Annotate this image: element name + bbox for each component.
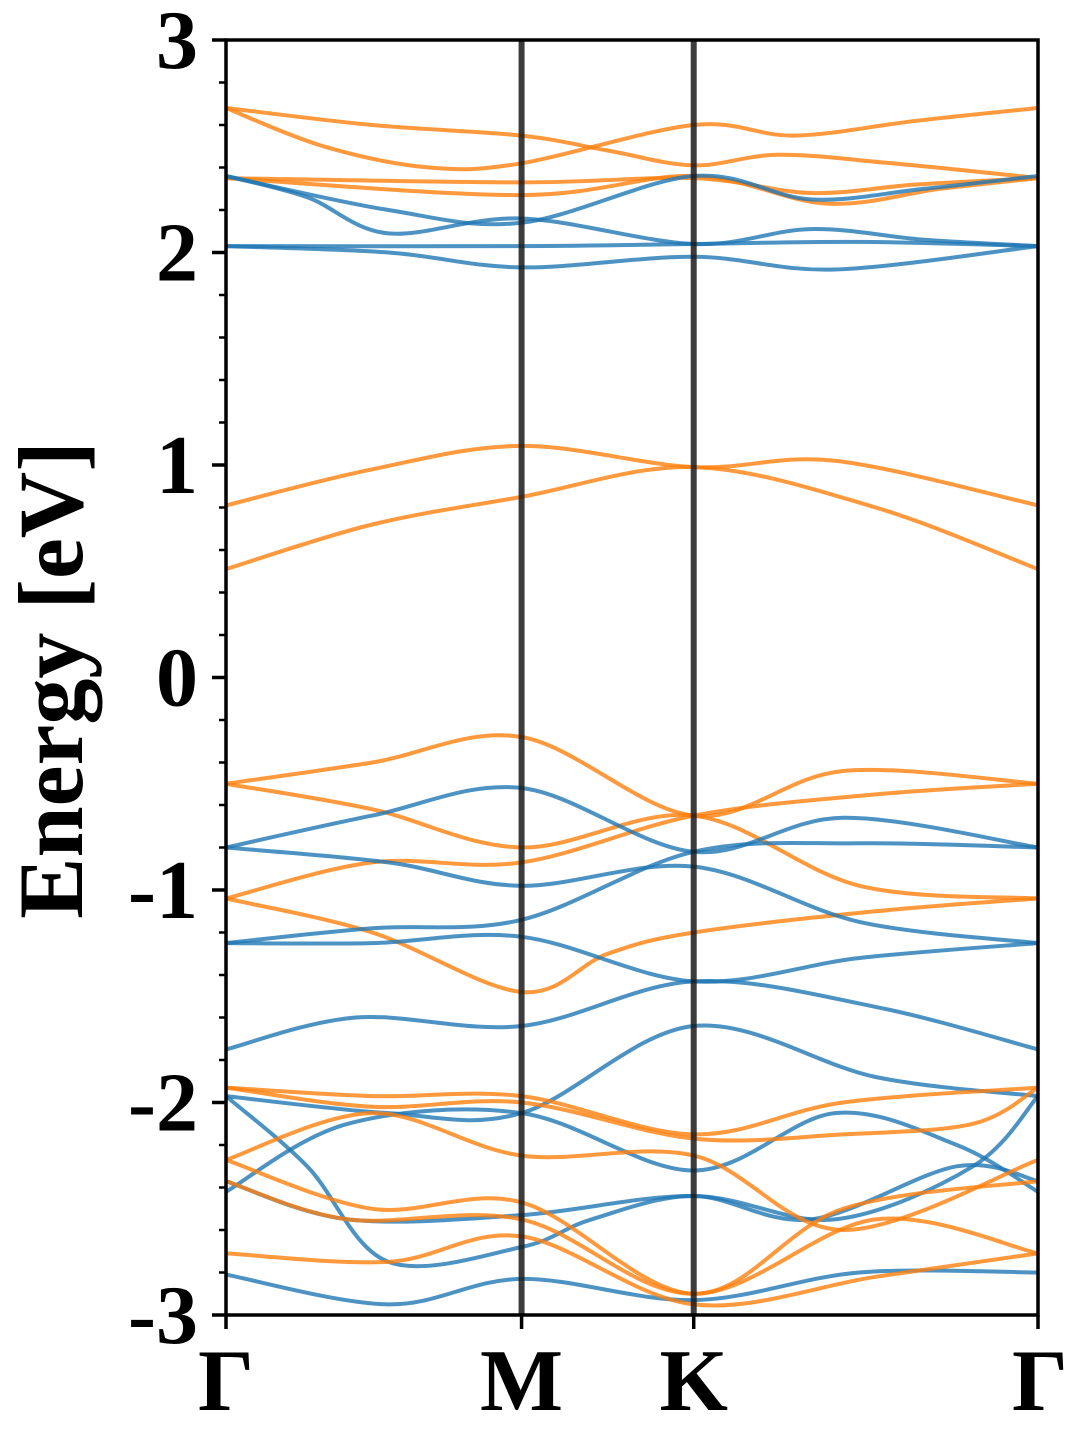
band-line xyxy=(226,173,1038,227)
y-tick-label: 1 xyxy=(156,419,198,512)
band-line xyxy=(226,1157,1038,1296)
band-line xyxy=(226,106,1038,172)
band-line xyxy=(226,1268,1038,1307)
band-line xyxy=(226,1085,1038,1143)
band-line xyxy=(226,1179,1038,1296)
kpoint-label: K xyxy=(659,1333,727,1430)
band-line xyxy=(226,781,1038,901)
y-tick-label: 0 xyxy=(156,632,198,725)
kpoint-label: M xyxy=(480,1333,563,1430)
band-line xyxy=(226,979,1038,1052)
band-line xyxy=(226,239,1038,249)
band-line xyxy=(226,840,1038,946)
band-line xyxy=(226,465,1038,572)
band-line xyxy=(226,781,1038,901)
y-tick-label: 3 xyxy=(156,0,198,87)
y-tick-label: -3 xyxy=(128,1269,198,1362)
band-line xyxy=(226,244,1038,272)
band-lines xyxy=(226,106,1038,1308)
band-line xyxy=(226,1233,1038,1308)
y-tick-label: 2 xyxy=(156,207,198,300)
y-tick-label: -1 xyxy=(128,844,198,937)
band-line xyxy=(226,733,1038,819)
y-tick-label: -2 xyxy=(128,1057,198,1150)
band-line xyxy=(226,1094,1038,1269)
kpoint-label: Γ xyxy=(198,1333,254,1430)
band-line xyxy=(226,1107,1038,1194)
band-line xyxy=(226,443,1038,508)
band-line xyxy=(226,896,1038,995)
band-line xyxy=(226,932,1038,984)
band-line xyxy=(226,106,1038,181)
kpoint-label: Γ xyxy=(1012,1333,1068,1430)
band-line xyxy=(226,845,1038,946)
band-line xyxy=(226,1085,1038,1137)
band-line xyxy=(226,1111,1038,1233)
y-axis-label: Energy [eV] xyxy=(0,441,102,919)
y-axis-ticks: 3 2 1 0 -1 -2 -3 xyxy=(128,0,226,1362)
high-symmetry-dividers xyxy=(518,40,697,1315)
band-line xyxy=(226,785,1038,855)
band-line xyxy=(226,174,1038,249)
